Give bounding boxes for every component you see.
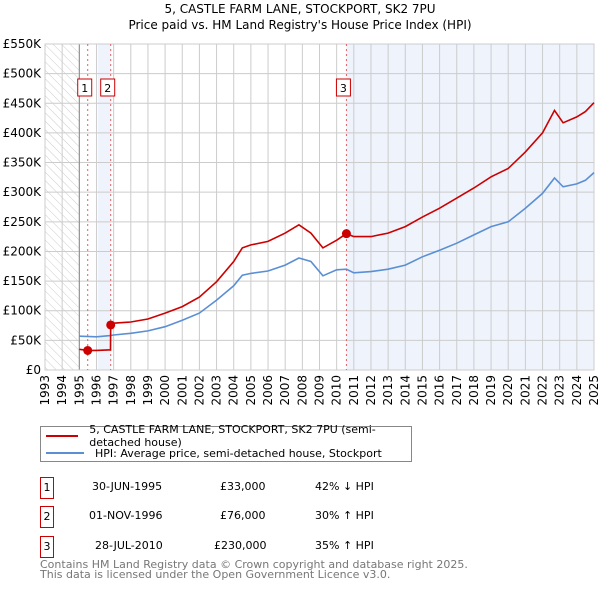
chart-subtitle: Price paid vs. HM Land Registry's House …: [128, 18, 472, 32]
x-tick-label: 2024: [570, 375, 584, 406]
x-tick-label: 2008: [295, 375, 309, 406]
y-tick-label: £0: [26, 363, 41, 377]
footer-copyright: Contains HM Land Registry data © Crown c…: [40, 558, 468, 571]
sale-hpi-diff: 42% ↓ HPI: [315, 480, 374, 493]
legend-item-price: 5, CASTLE FARM LANE, STOCKPORT, SK2 7PU …: [41, 423, 411, 449]
y-tick-label: £150K: [3, 274, 43, 288]
x-tick-label: 2013: [381, 375, 395, 406]
legend-item-hpi: HPI: Average price, semi-detached house,…: [41, 445, 382, 461]
sale-hpi-diff: 35% ↑ HPI: [315, 539, 374, 552]
x-tick-label: 2020: [501, 375, 515, 406]
x-tick-label: 1994: [55, 375, 69, 406]
shaded-region: [97, 44, 111, 370]
sale-point: [106, 320, 116, 330]
y-tick-label: £400K: [3, 126, 43, 140]
sale-price: £230,000: [214, 539, 267, 552]
x-tick-label: 2012: [364, 375, 378, 406]
sale-date: 01-NOV-1996: [89, 509, 163, 522]
x-tick-label: 2018: [467, 375, 481, 406]
sale-number-badge: 2: [40, 506, 54, 528]
plot-border: [44, 43, 595, 371]
y-tick-label: £200K: [3, 244, 43, 258]
y-tick-label: £50K: [10, 333, 42, 347]
sale-date: 28-JUL-2010: [95, 539, 163, 552]
hpi-line: [79, 172, 595, 338]
x-tick-label: 1997: [107, 375, 121, 406]
x-tick-label: 2021: [518, 375, 532, 406]
sale-label-box: [77, 78, 93, 97]
x-tick-label: 2004: [227, 375, 241, 406]
footer: Contains HM Land Registry data © Crown c…: [40, 558, 468, 581]
x-tick-label: 2009: [313, 375, 327, 406]
x-tick-label: 1996: [89, 375, 103, 406]
sale-date: 30-JUN-1995: [92, 480, 163, 493]
x-tick-label: 1995: [72, 375, 86, 406]
sale-label: 2: [104, 82, 111, 95]
chart-title: 5, CASTLE FARM LANE, STOCKPORT, SK2 7PU: [164, 2, 436, 16]
y-tick-label: £100K: [3, 304, 43, 318]
sale-number-badge: 3: [40, 536, 54, 558]
sale-hpi-diff: 30% ↑ HPI: [315, 509, 374, 522]
price-chart: £0 £50K £100K £150K £200K £250K £300K £350K £400…: [3, 37, 600, 406]
x-tick-label: 2002: [192, 375, 206, 406]
x-tick-label: 2025: [587, 375, 600, 406]
x-tick-label: 2007: [278, 375, 292, 406]
x-tick-label: 2000: [158, 375, 172, 406]
y-tick-label: £550K: [3, 37, 43, 51]
shaded-region: [346, 44, 594, 370]
x-tick-label: 2017: [450, 375, 464, 406]
x-tick-label: 2015: [415, 375, 429, 406]
sale-price: £33,000: [220, 480, 266, 493]
y-tick-label: £300K: [3, 185, 43, 199]
x-tick-label: 2023: [553, 375, 567, 406]
x-tick-label: 2019: [484, 375, 498, 406]
x-tick-label: 2014: [398, 375, 412, 406]
x-tick-label: 2003: [210, 375, 224, 406]
y-tick-label: £450K: [3, 96, 43, 110]
y-tick-label: £250K: [3, 215, 43, 229]
y-tick-label: £350K: [3, 156, 43, 170]
x-tick-label: 2006: [261, 375, 275, 406]
sale-price: £76,000: [220, 509, 266, 522]
legend-label-price: 5, CASTLE FARM LANE, STOCKPORT, SK2 7PU …: [89, 423, 376, 449]
footer-licence: This data is licensed under the Open Gov…: [40, 568, 391, 581]
x-tick-label: 2011: [347, 375, 361, 406]
sale-point: [341, 229, 351, 239]
sale-number-badge: 1: [40, 477, 54, 499]
sale-label-box: [100, 78, 116, 97]
x-tick-label: 2022: [536, 375, 550, 406]
x-tick-label: 2005: [244, 375, 258, 406]
sale-label: 3: [340, 82, 347, 95]
x-tick-label: 2001: [175, 375, 189, 406]
x-tick-label: 2010: [330, 375, 344, 406]
x-tick-label: 1998: [124, 375, 138, 406]
sale-point: [83, 345, 93, 355]
sale-label: 1: [81, 82, 88, 95]
legend-swatch-hpi: [46, 452, 84, 454]
legend-label-hpi: HPI: Average price, semi-detached house,…: [95, 446, 382, 460]
sale-label-box: [335, 78, 351, 97]
x-tick-label: 2016: [433, 375, 447, 406]
price-line: [79, 102, 595, 352]
legend: 5, CASTLE FARM LANE, STOCKPORT, SK2 7PU …: [40, 423, 412, 462]
x-tick-label: 1999: [141, 375, 155, 406]
x-tick-label: 1993: [38, 375, 52, 406]
y-tick-label: £500K: [3, 67, 43, 81]
legend-swatch-price: [46, 435, 79, 437]
